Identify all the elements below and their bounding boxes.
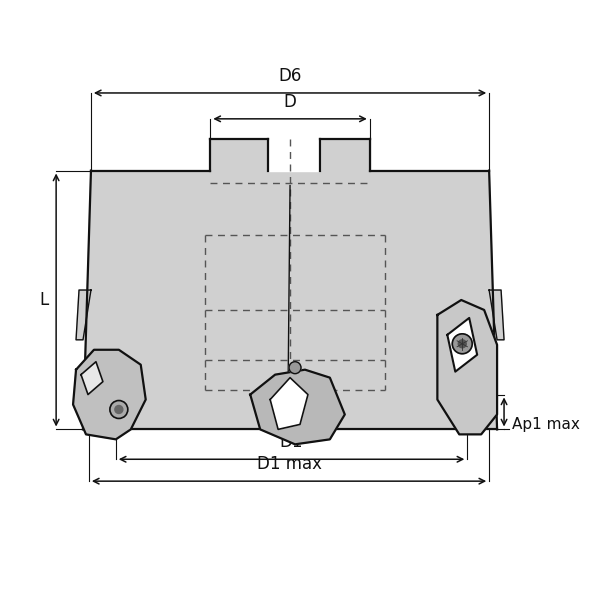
Text: L: L — [40, 291, 49, 309]
Circle shape — [452, 334, 472, 354]
Polygon shape — [437, 300, 497, 434]
Polygon shape — [448, 318, 477, 371]
Text: D1: D1 — [280, 433, 303, 451]
Circle shape — [458, 340, 466, 348]
Text: D1 max: D1 max — [257, 455, 322, 473]
Polygon shape — [268, 139, 320, 170]
Circle shape — [115, 406, 123, 413]
Polygon shape — [81, 362, 103, 395]
Polygon shape — [211, 139, 268, 170]
Polygon shape — [73, 350, 146, 439]
Circle shape — [110, 401, 128, 418]
Circle shape — [289, 362, 301, 374]
Polygon shape — [83, 170, 497, 430]
Polygon shape — [270, 377, 308, 430]
Polygon shape — [489, 290, 504, 340]
Text: D6: D6 — [278, 67, 302, 85]
Text: Ap1 max: Ap1 max — [512, 417, 580, 432]
Polygon shape — [320, 139, 370, 170]
Polygon shape — [250, 370, 345, 445]
Text: D: D — [284, 93, 296, 111]
Polygon shape — [76, 290, 91, 340]
